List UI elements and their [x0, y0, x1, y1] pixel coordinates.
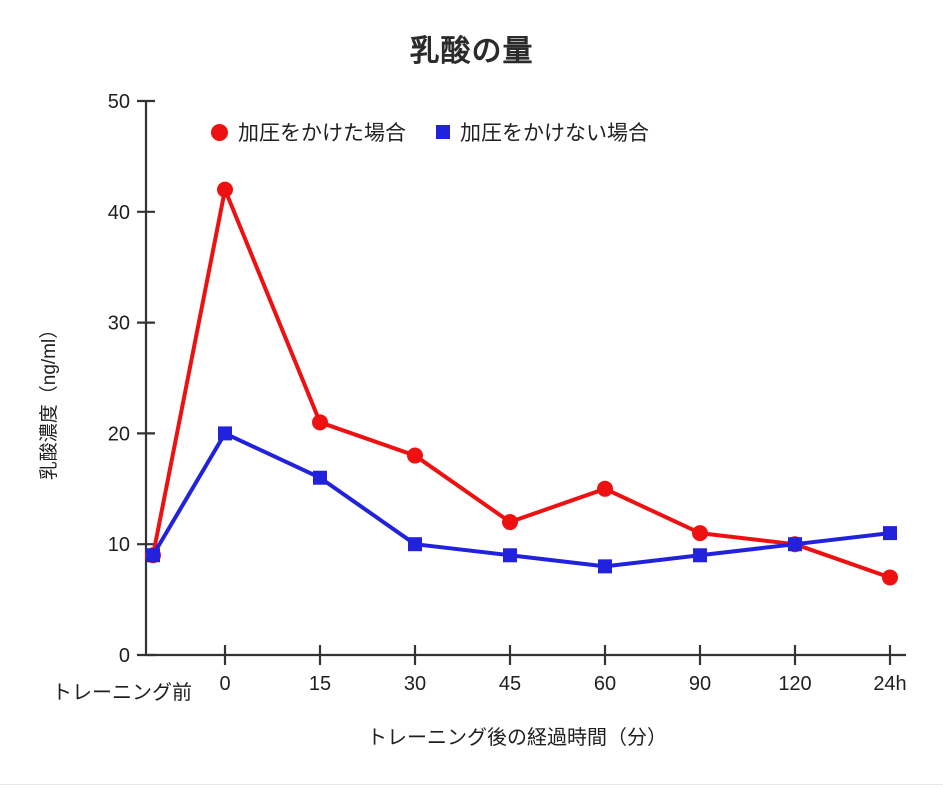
- data-point-square: [408, 537, 422, 552]
- legend-label-pressure: 加圧をかけた場合: [238, 122, 406, 145]
- bottom-divider: [0, 784, 943, 785]
- legend-item-pressure: 加圧をかけた場合: [211, 117, 406, 147]
- y-tick-label: 50: [108, 91, 130, 113]
- legend-item-no-pressure: 加圧をかけない場合: [436, 117, 649, 147]
- x-tick-label: 30: [404, 673, 426, 695]
- y-tick-label: 30: [108, 313, 130, 335]
- x-tick-label: 120: [778, 673, 811, 695]
- data-point-square: [146, 548, 160, 563]
- data-point-circle: [312, 414, 328, 431]
- legend: 加圧をかけた場合 加圧をかけない場合: [211, 118, 649, 146]
- y-tick-label: 40: [108, 202, 130, 224]
- data-point-square: [788, 537, 802, 552]
- data-point-square: [218, 426, 232, 441]
- data-point-square: [313, 470, 327, 485]
- legend-circle-marker-icon: [211, 123, 228, 141]
- y-tick-label: 0: [119, 645, 130, 667]
- legend-square-marker-icon: [436, 125, 450, 139]
- data-point-circle: [692, 525, 708, 542]
- x-tick-label: 0: [219, 673, 230, 695]
- data-point-circle: [217, 181, 233, 198]
- data-point-square: [598, 559, 612, 574]
- x-prefix-label: トレーニング前: [52, 682, 192, 704]
- x-tick-label: 90: [689, 673, 711, 695]
- y-tick-label: 20: [108, 423, 130, 445]
- series-line-1: [151, 431, 892, 569]
- data-point-square: [503, 548, 517, 563]
- y-axis-title: 乳酸濃度（ng/ml）: [39, 319, 60, 481]
- data-point-circle: [882, 569, 898, 586]
- x-axis-title: トレーニング後の経過時間（分）: [367, 727, 667, 749]
- data-point-square: [693, 548, 707, 563]
- x-tick-label: 45: [499, 673, 521, 695]
- data-point-circle: [407, 447, 423, 464]
- data-point-circle: [597, 480, 613, 497]
- chart-title: 乳酸の量: [409, 35, 534, 68]
- data-point-circle: [502, 514, 518, 531]
- data-point-square: [883, 526, 897, 541]
- series-line-0: [151, 187, 892, 580]
- x-tick-label: 15: [309, 673, 331, 695]
- legend-label-no-pressure: 加圧をかけない場合: [460, 122, 649, 145]
- y-tick-label: 10: [108, 534, 130, 556]
- x-tick-label: 24h: [873, 673, 906, 695]
- x-tick-label: 60: [594, 673, 616, 695]
